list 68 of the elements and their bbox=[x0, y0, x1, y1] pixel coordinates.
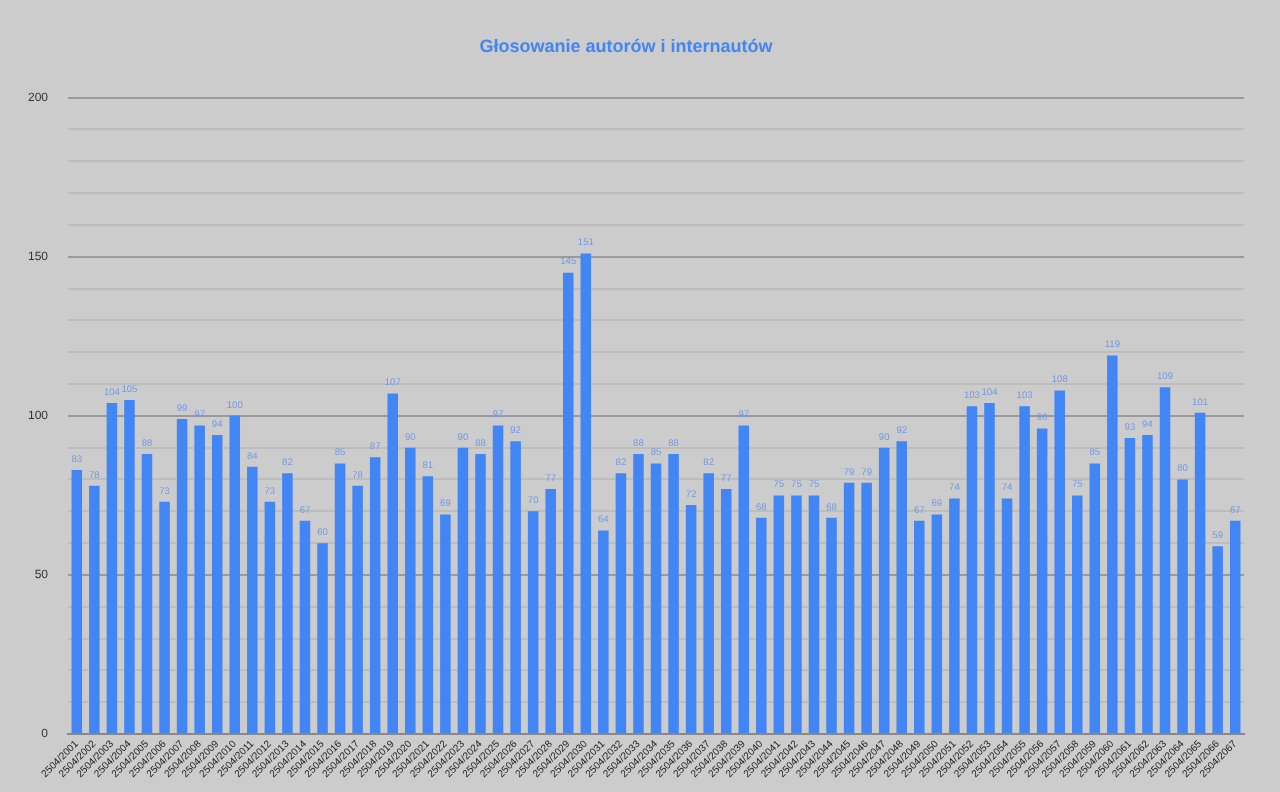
bar bbox=[264, 501, 276, 734]
bar bbox=[878, 447, 890, 734]
bar bbox=[124, 399, 135, 734]
bar bbox=[440, 514, 451, 734]
bar bbox=[211, 434, 223, 734]
bar bbox=[949, 498, 960, 734]
bar bbox=[141, 454, 153, 734]
bar bbox=[580, 253, 592, 734]
bar bbox=[1159, 387, 1171, 734]
bar bbox=[1019, 406, 1030, 734]
bar bbox=[510, 441, 521, 734]
bar bbox=[159, 501, 170, 734]
bar bbox=[492, 425, 504, 734]
bar bbox=[89, 485, 100, 734]
bar bbox=[1229, 520, 1241, 734]
bar bbox=[545, 489, 556, 734]
bar bbox=[826, 517, 837, 734]
bar bbox=[1036, 428, 1048, 734]
bar bbox=[1089, 463, 1101, 734]
chart-title: Głosowanie autorów i internautów bbox=[479, 35, 775, 56]
bar bbox=[843, 482, 855, 734]
bar bbox=[650, 463, 662, 734]
bar bbox=[615, 473, 627, 734]
bar bbox=[475, 454, 486, 734]
bar bbox=[808, 495, 820, 734]
bar bbox=[896, 441, 907, 734]
bar bbox=[1107, 355, 1118, 734]
bar bbox=[703, 473, 714, 734]
bar bbox=[633, 454, 644, 734]
bar bbox=[1177, 479, 1188, 734]
bar bbox=[984, 403, 995, 734]
bar bbox=[387, 393, 398, 734]
bar bbox=[1071, 495, 1083, 734]
bar bbox=[422, 476, 434, 734]
bar bbox=[229, 415, 241, 734]
bar bbox=[369, 457, 381, 734]
bar bbox=[931, 514, 943, 734]
bar bbox=[720, 489, 732, 734]
bar bbox=[317, 543, 328, 734]
bar bbox=[773, 495, 785, 734]
bar bbox=[106, 403, 118, 734]
bar bbox=[685, 504, 697, 734]
bar bbox=[194, 425, 205, 734]
bar bbox=[562, 272, 574, 734]
bar bbox=[1001, 498, 1013, 734]
bar bbox=[405, 447, 416, 734]
bar bbox=[527, 511, 539, 734]
bar bbox=[1124, 438, 1136, 734]
bar bbox=[598, 530, 609, 734]
bar bbox=[282, 473, 293, 734]
bar bbox=[247, 466, 258, 734]
bar bbox=[457, 447, 469, 734]
bar bbox=[791, 495, 802, 734]
bar bbox=[738, 425, 750, 734]
bar bbox=[334, 463, 346, 734]
bar bbox=[966, 406, 978, 734]
bar bbox=[299, 520, 311, 734]
bar bbox=[668, 454, 679, 734]
bar bbox=[71, 469, 83, 734]
bar bbox=[176, 419, 188, 734]
bar bbox=[756, 517, 767, 734]
bar bbox=[1212, 546, 1223, 734]
bar bbox=[1194, 412, 1206, 734]
bar bbox=[1054, 390, 1065, 734]
bar bbox=[1142, 434, 1153, 734]
bar bbox=[914, 520, 925, 734]
bar bbox=[352, 485, 363, 734]
bar bbox=[861, 482, 872, 734]
